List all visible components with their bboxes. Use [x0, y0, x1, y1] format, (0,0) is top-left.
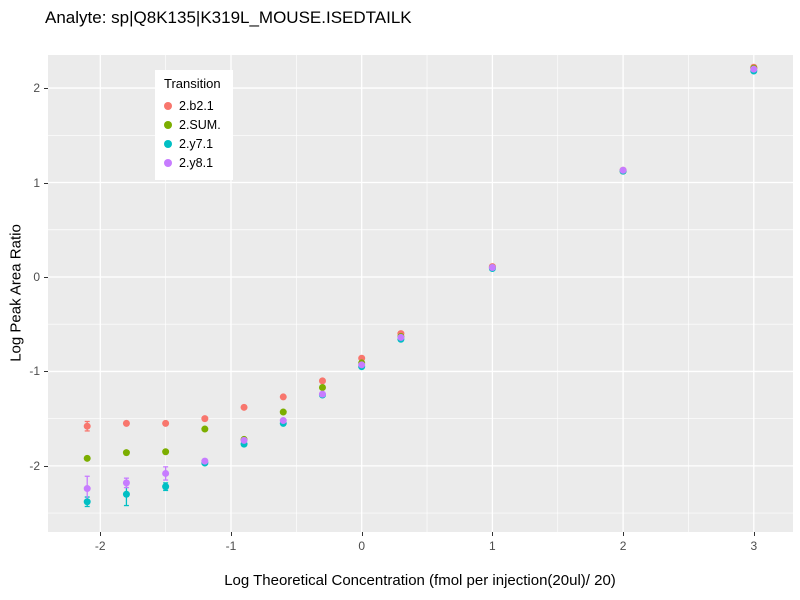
plot-panel: Transition 2.b2.1 2.SUM. 2.y7.1 2.y8.1 — [48, 55, 793, 532]
data-point — [201, 415, 209, 423]
data-point — [122, 479, 130, 487]
legend-label: 2.SUM. — [179, 117, 221, 132]
data-point — [122, 449, 130, 457]
data-point — [619, 166, 627, 174]
legend-entry: 2.y7.1 — [164, 134, 221, 153]
data-point — [750, 65, 758, 73]
legend-entries: 2.b2.1 2.SUM. 2.y7.1 2.y8.1 — [164, 96, 221, 172]
data-point — [201, 457, 209, 465]
legend-entry: 2.y8.1 — [164, 153, 221, 172]
data-point — [83, 422, 91, 430]
data-point — [201, 425, 209, 433]
legend-label: 2.b2.1 — [179, 98, 214, 113]
x-tick-mark — [361, 532, 363, 536]
data-point — [162, 448, 170, 456]
x-tick-mark — [753, 532, 755, 536]
data-point — [318, 390, 326, 398]
y-tick-label: 1 — [33, 175, 40, 190]
data-point — [397, 333, 405, 341]
y-tick-label: -2 — [29, 458, 40, 473]
data-point — [122, 490, 130, 498]
y-tick-mark — [44, 371, 48, 373]
x-tick-mark — [623, 532, 625, 536]
data-point — [279, 393, 287, 401]
x-tick-label: 3 — [750, 539, 758, 553]
data-point — [162, 483, 170, 491]
legend-entry: 2.SUM. — [164, 115, 221, 134]
data-point — [240, 436, 248, 444]
x-axis-label: Log Theoretical Concentration (fmol per … — [224, 572, 616, 589]
data-point — [83, 454, 91, 462]
x-tick-mark — [230, 532, 232, 536]
data-point — [318, 383, 326, 391]
x-tick-mark — [100, 532, 102, 536]
legend-dot-icon — [164, 101, 172, 110]
data-point — [162, 469, 170, 477]
legend-dot-icon — [164, 139, 172, 148]
data-point — [279, 408, 287, 416]
y-tick-mark — [44, 182, 48, 184]
y-tick-label: 2 — [33, 81, 40, 96]
x-tick-label: 0 — [358, 539, 366, 553]
legend-dot-icon — [164, 120, 172, 129]
data-point — [122, 419, 130, 427]
legend-dot-icon — [164, 158, 172, 167]
data-point — [240, 403, 248, 411]
data-point — [83, 485, 91, 493]
legend: Transition 2.b2.1 2.SUM. 2.y7.1 2.y8.1 — [155, 70, 233, 180]
data-point — [488, 264, 496, 272]
x-tick-label: -2 — [94, 539, 106, 553]
y-tick-mark — [44, 465, 48, 467]
data-point — [83, 498, 91, 506]
x-tick-label: 1 — [489, 539, 496, 553]
y-axis-label: Log Peak Area Ratio — [7, 224, 25, 362]
y-tick-mark — [44, 276, 48, 278]
x-tick-mark — [492, 532, 494, 536]
legend-label: 2.y8.1 — [179, 155, 214, 170]
x-tick-label: -1 — [225, 539, 237, 553]
data-point — [318, 377, 326, 385]
legend-title: Transition — [164, 76, 221, 91]
data-point — [279, 417, 287, 425]
chart-title: Analyte: sp|Q8K135|K319L_MOUSE.ISEDTAILK — [45, 8, 412, 27]
data-point — [358, 361, 366, 369]
legend-entry: 2.b2.1 — [164, 96, 221, 115]
data-point — [162, 419, 170, 427]
y-tick-mark — [44, 88, 48, 90]
legend-label: 2.y7.1 — [179, 136, 214, 151]
x-tick-label: 2 — [619, 539, 627, 553]
y-tick-label: -1 — [29, 364, 40, 379]
y-tick-label: 0 — [33, 269, 40, 284]
